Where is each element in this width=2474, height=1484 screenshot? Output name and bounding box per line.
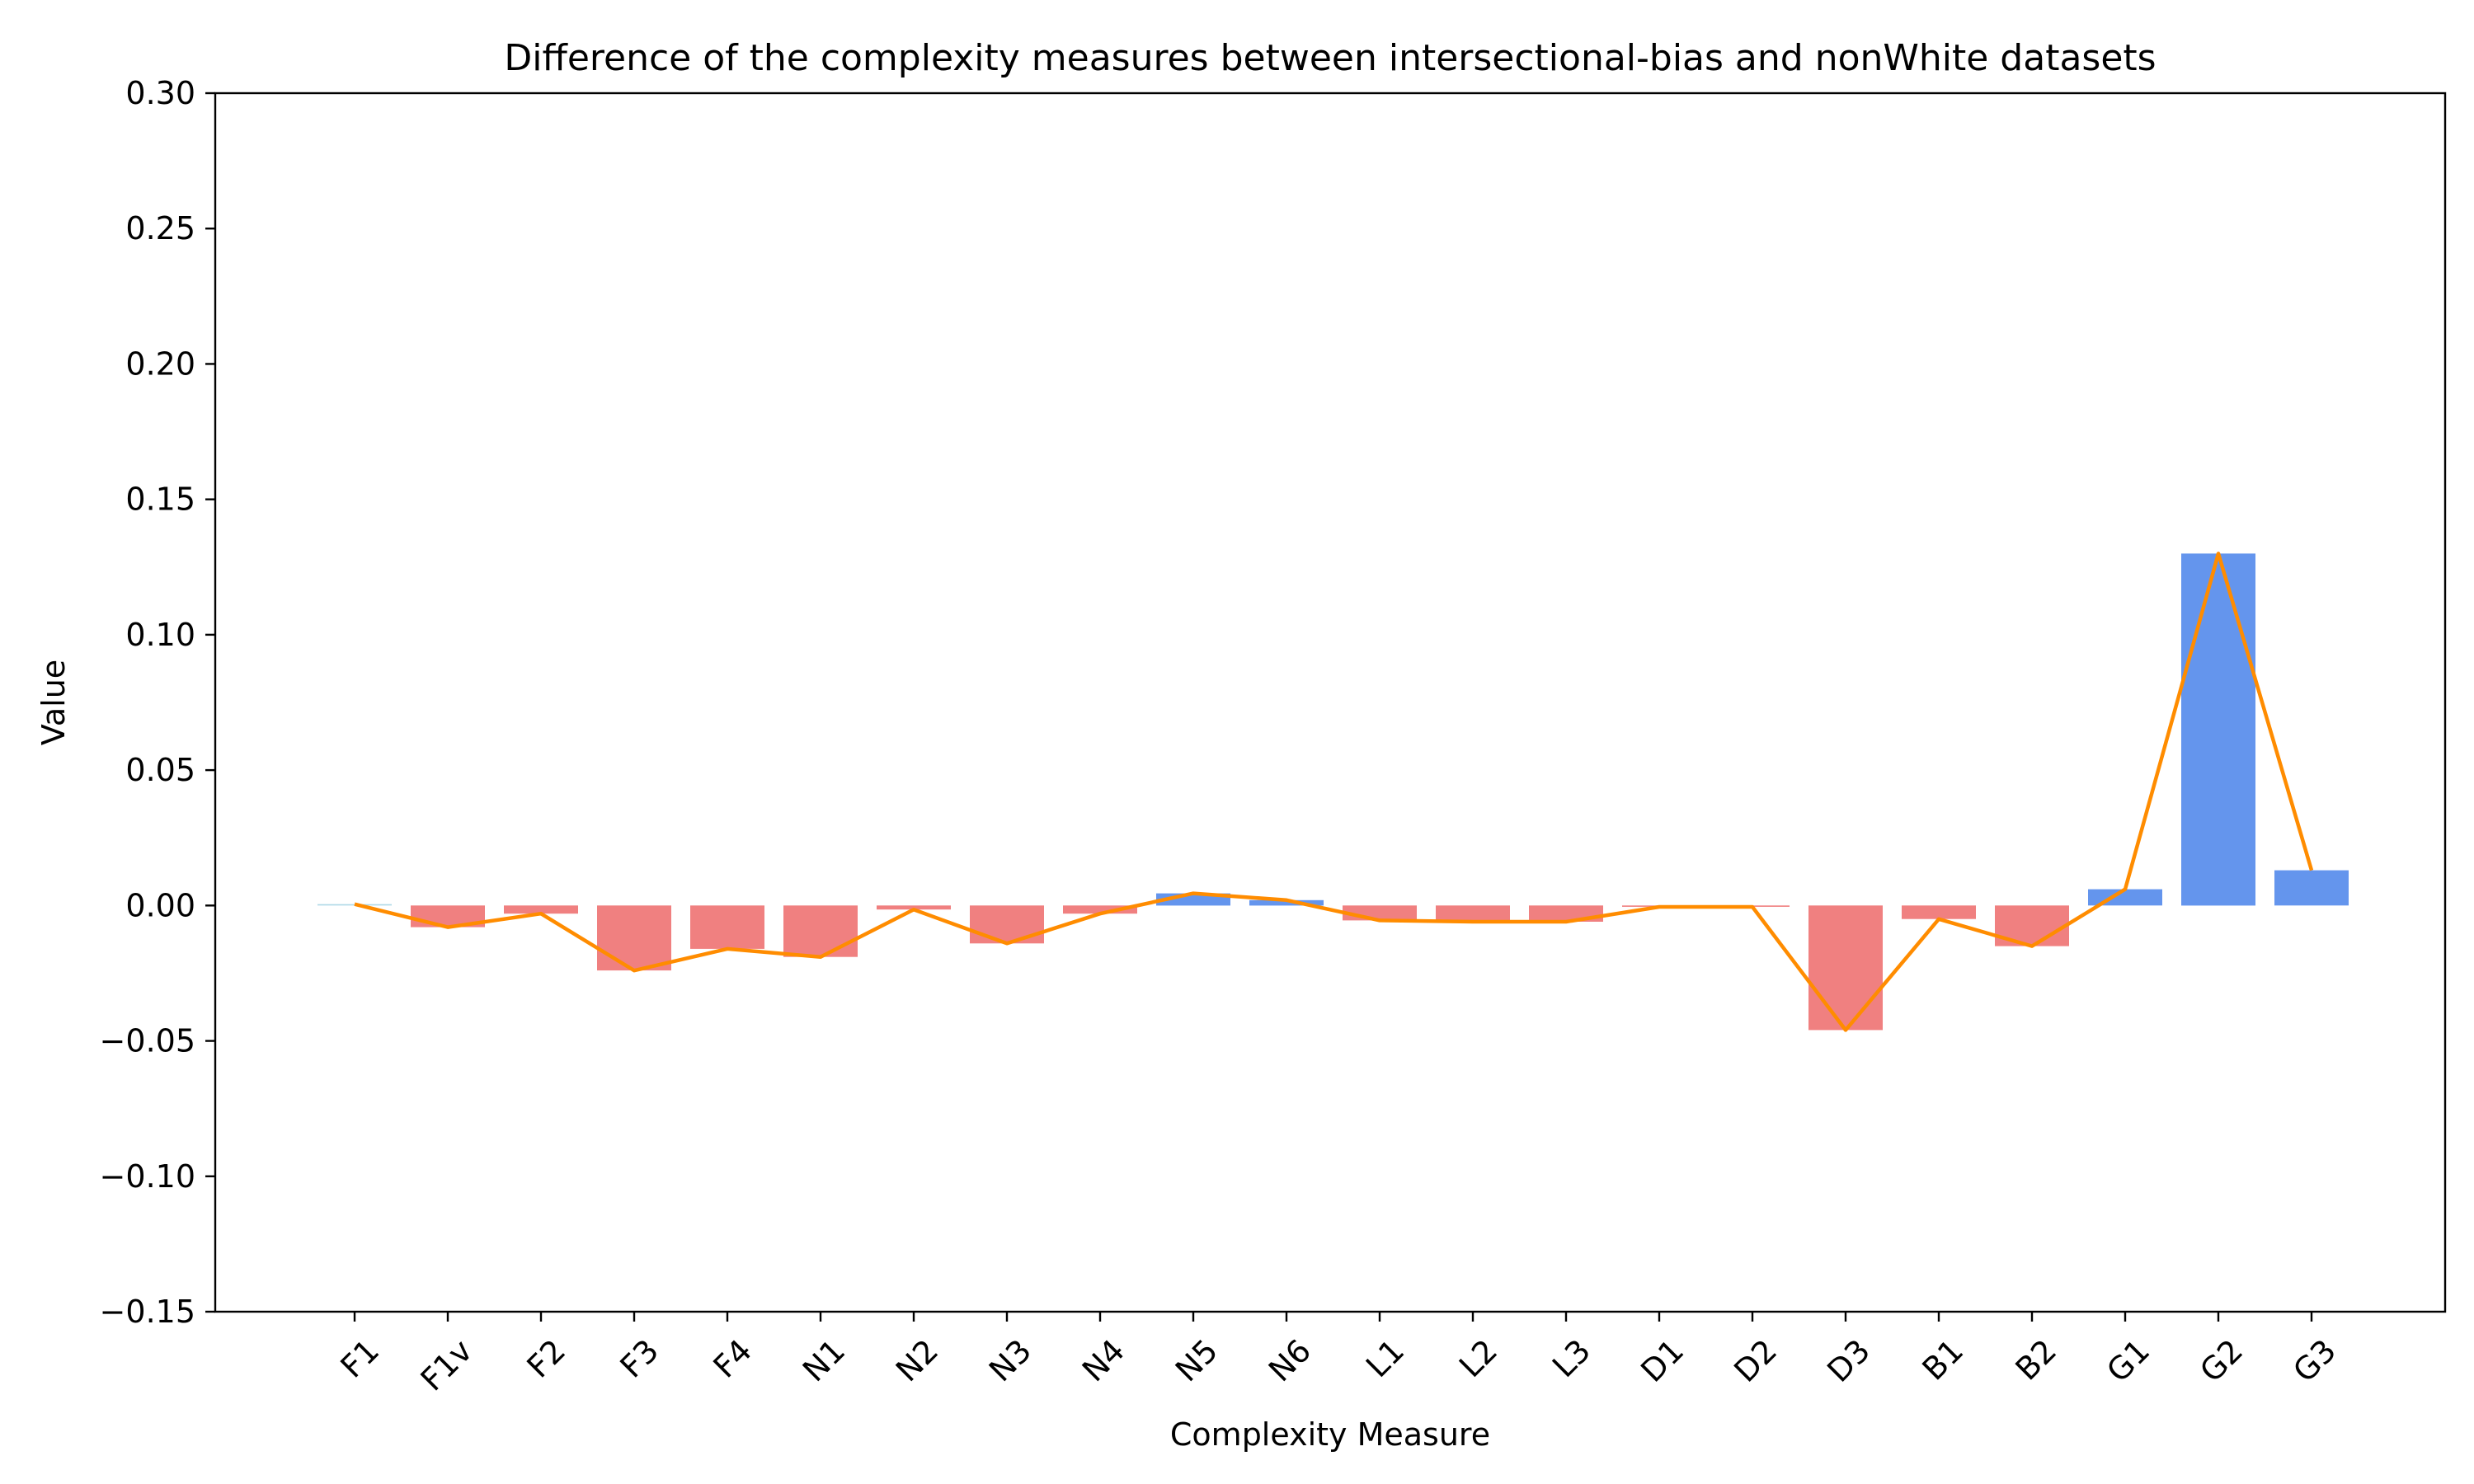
x-tick-label: F3 <box>613 1332 666 1385</box>
bar-n6 <box>1249 899 1324 906</box>
x-tick-label: B1 <box>1916 1332 1971 1388</box>
trend-line <box>354 552 2314 1032</box>
x-tick-label: N3 <box>982 1332 1038 1388</box>
bar-n1 <box>783 905 858 957</box>
x-tick-label: D1 <box>1634 1332 1691 1389</box>
x-tick-label: N4 <box>1075 1332 1131 1388</box>
bar-n4 <box>1063 905 1137 914</box>
bar-g3 <box>2274 870 2349 906</box>
x-axis: F1 F1v F2 F3 F4 N1 N2 N3 N4 N5 N6 L1 L2 L3 D1 D2 D3 B1 B2 G… <box>333 1312 2343 1398</box>
x-tick-label: G2 <box>2193 1332 2250 1389</box>
bars-layer <box>317 553 2349 1031</box>
x-tick-label: N6 <box>1262 1332 1318 1388</box>
x-tick-label: F2 <box>520 1332 572 1385</box>
x-tick-label: L2 <box>1452 1332 1504 1384</box>
x-tick-label: G3 <box>2286 1332 2343 1389</box>
bar-f4 <box>690 905 764 949</box>
y-tick-label: 0.25 <box>125 210 195 247</box>
x-tick-label: G1 <box>2100 1332 2157 1389</box>
y-tick-label: −0.15 <box>100 1294 195 1330</box>
y-tick-label: −0.05 <box>100 1023 195 1059</box>
x-tick-label: L1 <box>1359 1332 1411 1384</box>
y-tick-label: 0.10 <box>125 617 195 653</box>
bar-f3 <box>597 905 671 971</box>
y-axis-label: Value <box>35 660 72 745</box>
y-tick-label: 0.05 <box>125 752 195 788</box>
x-tick-label: F1v <box>414 1332 480 1398</box>
bar-n2 <box>877 905 951 910</box>
chart-title: Difference of the complexity measures be… <box>504 37 2156 79</box>
x-tick-label: D3 <box>1820 1332 1877 1389</box>
y-tick-label: 0.15 <box>125 481 195 518</box>
y-tick-label: 0.30 <box>125 75 195 111</box>
x-axis-label: Complexity Measure <box>1170 1416 1490 1453</box>
x-tick-label: F4 <box>706 1332 759 1385</box>
bar-d3 <box>1808 905 1883 1031</box>
x-tick-label: D2 <box>1727 1332 1784 1389</box>
bar-n3 <box>970 905 1044 944</box>
bar-g2 <box>2181 553 2255 906</box>
y-axis: −0.15 −0.10 −0.05 0.00 0.05 0.10 0.15 0.20 0.25 0… <box>100 75 215 1330</box>
y-tick-label: 0.00 <box>125 887 195 923</box>
x-tick-label: N5 <box>1169 1332 1225 1388</box>
x-tick-label: F1 <box>333 1332 386 1385</box>
x-tick-label: B2 <box>2009 1332 2064 1388</box>
bar-l2 <box>1436 905 1510 922</box>
line-layer <box>354 552 2314 1032</box>
x-tick-label: L3 <box>1545 1332 1597 1384</box>
bar-b1 <box>1902 905 1976 919</box>
y-tick-label: 0.20 <box>125 345 195 382</box>
y-tick-label: −0.10 <box>100 1158 195 1195</box>
bar-f2 <box>504 905 578 914</box>
x-tick-label: N2 <box>889 1332 945 1388</box>
plot-frame <box>214 92 2447 1313</box>
x-tick-label: N1 <box>796 1332 852 1388</box>
